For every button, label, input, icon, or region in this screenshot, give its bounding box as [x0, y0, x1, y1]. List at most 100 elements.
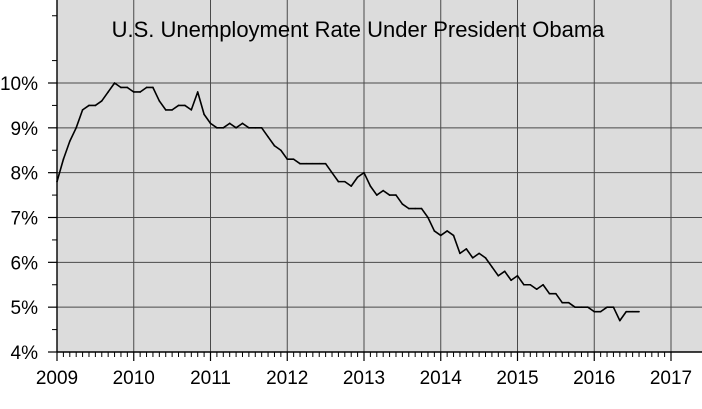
data-point	[254, 127, 257, 129]
data-point	[439, 234, 442, 237]
data-point	[599, 310, 602, 313]
data-point	[516, 274, 519, 277]
data-point	[619, 319, 621, 322]
series-line	[56, 82, 640, 322]
y-tick-label: 4%	[11, 343, 39, 364]
grid-lines	[57, 0, 702, 352]
data-point	[216, 127, 218, 129]
data-point	[267, 136, 269, 138]
x-tick-label: 2011	[190, 368, 231, 389]
data-point	[446, 230, 448, 232]
y-tick-label: 5%	[11, 298, 39, 319]
plot-background	[57, 0, 702, 352]
data-point	[273, 144, 276, 147]
data-point	[356, 176, 359, 178]
data-point	[535, 288, 538, 291]
y-tick-label: 8%	[11, 164, 39, 185]
data-point	[555, 292, 557, 295]
data-point	[260, 127, 263, 129]
y-tick-label: 10%	[0, 74, 38, 95]
data-point	[280, 149, 282, 152]
data-point	[100, 100, 103, 102]
data-point	[248, 127, 250, 129]
data-point	[529, 283, 532, 286]
data-point	[171, 109, 173, 111]
data-point	[388, 194, 391, 196]
data-point	[107, 91, 109, 93]
data-point	[139, 91, 141, 93]
data-point	[158, 100, 161, 102]
data-point	[606, 306, 608, 308]
data-point	[209, 122, 212, 125]
data-point	[299, 162, 301, 165]
data-point	[433, 230, 436, 232]
x-tick-label: 2016	[573, 368, 615, 389]
data-point	[145, 86, 148, 89]
data-point	[120, 86, 122, 89]
data-point	[369, 185, 372, 187]
data-point	[152, 86, 154, 89]
data-point	[177, 104, 180, 107]
data-point	[132, 91, 135, 93]
data-point	[337, 180, 340, 183]
data-point	[344, 180, 346, 183]
y-tick-label: 7%	[11, 209, 39, 230]
data-point	[305, 162, 308, 165]
data-point	[164, 109, 167, 111]
data-point	[318, 162, 321, 165]
x-tick-label: 2009	[36, 368, 78, 389]
data-point	[235, 127, 237, 129]
data-point	[75, 127, 77, 129]
data-point	[184, 104, 186, 107]
data-point	[94, 104, 97, 107]
chart-title: U.S. Unemployment Rate Under President O…	[112, 17, 606, 42]
data-point	[491, 266, 493, 268]
data-point	[542, 283, 544, 286]
data-point	[561, 301, 564, 304]
data-point	[459, 252, 461, 255]
data-point	[625, 310, 628, 313]
data-point	[190, 109, 193, 111]
data-point	[427, 216, 429, 219]
data-point	[631, 310, 634, 313]
data-point	[523, 283, 525, 286]
data-point	[452, 234, 455, 237]
data-point	[375, 194, 378, 196]
data-point	[593, 310, 596, 313]
data-point	[574, 306, 576, 308]
data-point	[203, 113, 205, 116]
y-tick-label: 6%	[11, 253, 39, 274]
data-point	[196, 91, 199, 93]
data-point	[292, 158, 295, 161]
data-point	[414, 207, 416, 210]
data-point	[497, 274, 500, 277]
y-tick-label: 9%	[11, 119, 39, 140]
axes: 4% 5% 6% 7% 8% 9% 10% 2009 2010 2011 2012 2013 2014 2…	[0, 0, 702, 389]
data-point	[324, 162, 327, 165]
data-point	[587, 306, 589, 308]
data-point	[312, 162, 314, 165]
x-tick-label: 2010	[113, 368, 155, 389]
data-point	[478, 252, 480, 255]
data-point	[222, 127, 225, 129]
data-point	[484, 257, 487, 259]
data-point	[638, 310, 640, 313]
series-layer	[56, 82, 640, 322]
data-point	[382, 189, 384, 192]
data-point	[363, 171, 365, 174]
data-point	[503, 270, 506, 273]
data-point	[88, 104, 90, 107]
x-tick-label: 2015	[496, 368, 538, 389]
x-tick-label: 2014	[420, 368, 463, 389]
data-point	[395, 194, 397, 196]
data-point	[401, 203, 404, 205]
data-point	[113, 82, 116, 84]
data-point	[567, 301, 570, 304]
x-tick-label: 2013	[343, 368, 385, 389]
data-point	[580, 306, 583, 308]
data-point	[471, 257, 474, 259]
data-point	[81, 109, 84, 111]
data-point	[68, 140, 71, 143]
